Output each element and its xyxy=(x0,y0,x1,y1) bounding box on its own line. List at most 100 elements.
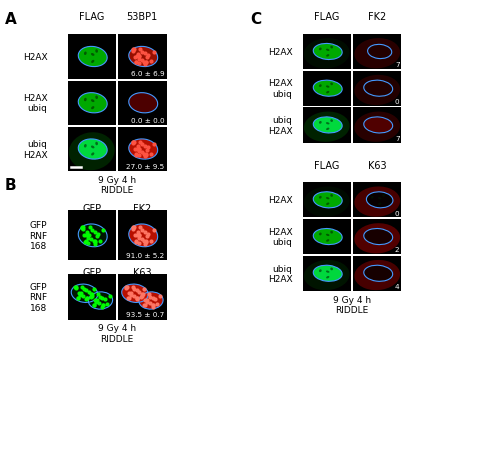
Ellipse shape xyxy=(78,225,107,247)
Ellipse shape xyxy=(78,139,107,160)
Text: 7: 7 xyxy=(395,136,400,141)
Ellipse shape xyxy=(354,224,400,254)
Text: ubiq
H2AX: ubiq H2AX xyxy=(23,140,48,159)
Text: H2AX: H2AX xyxy=(268,196,292,205)
Ellipse shape xyxy=(326,203,330,206)
Ellipse shape xyxy=(354,76,400,106)
Text: 0.0 ± 0.0: 0.0 ± 0.0 xyxy=(131,118,164,123)
Text: B: B xyxy=(4,178,16,193)
Ellipse shape xyxy=(91,153,94,156)
Text: H2AX
ubiq: H2AX ubiq xyxy=(268,79,292,99)
Ellipse shape xyxy=(382,195,385,198)
Text: GFP
RNF
168: GFP RNF 168 xyxy=(30,221,48,251)
Ellipse shape xyxy=(354,39,400,69)
Ellipse shape xyxy=(326,277,330,279)
Ellipse shape xyxy=(84,52,86,56)
Ellipse shape xyxy=(371,197,374,199)
Text: 53BP1: 53BP1 xyxy=(126,12,158,22)
Ellipse shape xyxy=(330,47,333,50)
Text: 27.0 ± 9.5: 27.0 ± 9.5 xyxy=(126,164,164,169)
Text: 4: 4 xyxy=(395,284,400,289)
Text: FK2: FK2 xyxy=(133,204,152,214)
Ellipse shape xyxy=(364,266,392,282)
Text: 9 Gy 4 h: 9 Gy 4 h xyxy=(333,295,371,304)
Text: A: A xyxy=(4,11,16,27)
Ellipse shape xyxy=(368,45,392,60)
Ellipse shape xyxy=(378,203,382,206)
Text: 0: 0 xyxy=(395,210,400,216)
Text: GFP
RNF
168: GFP RNF 168 xyxy=(30,282,48,312)
Text: 7: 7 xyxy=(395,62,400,68)
Ellipse shape xyxy=(326,198,330,200)
Ellipse shape xyxy=(314,266,342,282)
Ellipse shape xyxy=(139,292,163,309)
Ellipse shape xyxy=(129,139,158,160)
Ellipse shape xyxy=(71,285,98,303)
Ellipse shape xyxy=(78,93,107,114)
Ellipse shape xyxy=(378,198,382,200)
Ellipse shape xyxy=(304,39,350,69)
Text: 6.0 ± 6.9: 6.0 ± 6.9 xyxy=(131,71,164,77)
Text: 0: 0 xyxy=(395,99,400,105)
Text: RIDDLE: RIDDLE xyxy=(336,306,368,315)
Ellipse shape xyxy=(304,112,350,142)
Ellipse shape xyxy=(304,187,350,217)
Ellipse shape xyxy=(129,225,158,247)
Ellipse shape xyxy=(129,47,158,68)
Ellipse shape xyxy=(326,271,330,273)
Ellipse shape xyxy=(304,260,350,290)
Text: FLAG: FLAG xyxy=(79,12,104,22)
Ellipse shape xyxy=(330,83,333,86)
Ellipse shape xyxy=(354,112,400,142)
Ellipse shape xyxy=(314,118,342,134)
Text: H2AX: H2AX xyxy=(268,48,292,57)
Ellipse shape xyxy=(366,192,393,208)
Ellipse shape xyxy=(326,92,330,94)
Ellipse shape xyxy=(319,49,322,51)
Ellipse shape xyxy=(319,197,322,199)
Ellipse shape xyxy=(354,187,400,217)
Ellipse shape xyxy=(364,118,392,134)
Text: RIDDLE: RIDDLE xyxy=(100,334,134,343)
Ellipse shape xyxy=(326,129,330,131)
Ellipse shape xyxy=(364,229,392,245)
Text: C: C xyxy=(250,11,262,27)
Text: K63: K63 xyxy=(133,268,152,278)
Ellipse shape xyxy=(319,85,322,88)
Ellipse shape xyxy=(96,50,98,54)
Ellipse shape xyxy=(330,231,333,234)
Text: H2AX
ubiq: H2AX ubiq xyxy=(23,94,48,113)
Text: 9 Gy 4 h: 9 Gy 4 h xyxy=(98,176,136,185)
Ellipse shape xyxy=(354,260,400,290)
Ellipse shape xyxy=(326,50,330,52)
Ellipse shape xyxy=(96,96,98,100)
Ellipse shape xyxy=(314,229,342,245)
Ellipse shape xyxy=(122,285,148,303)
Ellipse shape xyxy=(88,292,112,309)
Text: FK2: FK2 xyxy=(368,12,386,22)
Ellipse shape xyxy=(330,268,333,271)
Text: GFP: GFP xyxy=(82,204,102,214)
Ellipse shape xyxy=(96,142,98,146)
Ellipse shape xyxy=(78,47,107,68)
Ellipse shape xyxy=(319,270,322,273)
Ellipse shape xyxy=(364,81,392,97)
Ellipse shape xyxy=(91,61,94,64)
Ellipse shape xyxy=(319,233,322,236)
Ellipse shape xyxy=(91,100,94,103)
Ellipse shape xyxy=(91,146,94,149)
Ellipse shape xyxy=(91,54,94,57)
Ellipse shape xyxy=(326,240,330,242)
Text: ubiq
H2AX: ubiq H2AX xyxy=(268,264,292,283)
Text: H2AX
ubiq: H2AX ubiq xyxy=(268,228,292,247)
Text: 93.5 ± 0.7: 93.5 ± 0.7 xyxy=(126,312,164,317)
Ellipse shape xyxy=(91,107,94,110)
Ellipse shape xyxy=(326,123,330,125)
Ellipse shape xyxy=(326,86,330,89)
Ellipse shape xyxy=(84,145,86,148)
Text: 91.0 ± 5.2: 91.0 ± 5.2 xyxy=(126,252,164,258)
Ellipse shape xyxy=(314,44,342,60)
Text: RIDDLE: RIDDLE xyxy=(100,186,134,195)
Ellipse shape xyxy=(326,55,330,58)
Ellipse shape xyxy=(129,93,158,114)
